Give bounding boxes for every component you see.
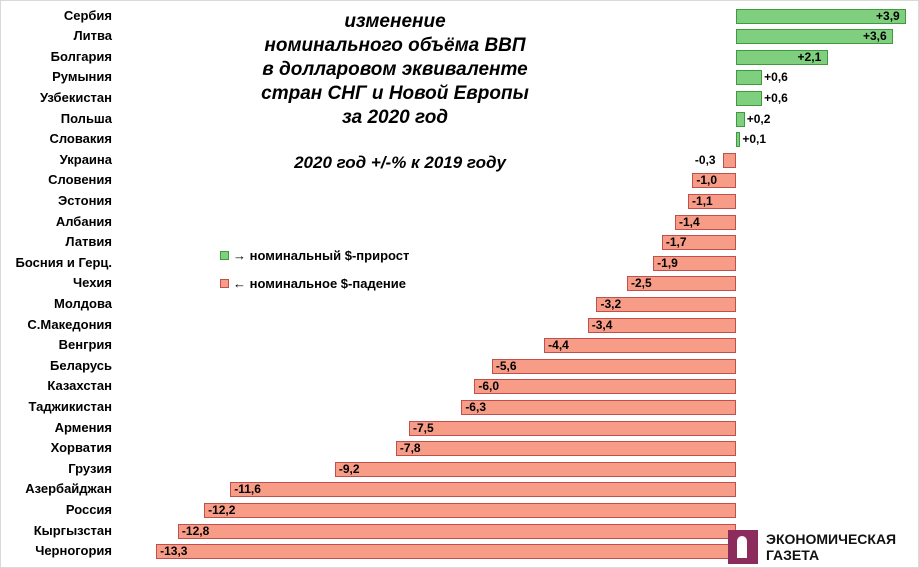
bar	[674, 214, 736, 230]
category-label: Румыния	[52, 69, 112, 85]
value-label: +2,1	[797, 49, 822, 64]
value-label: -1,1	[692, 193, 713, 208]
legend-item-growth: → номинальный $-прирост	[220, 248, 409, 263]
bar	[736, 111, 745, 127]
bar	[736, 49, 828, 65]
bar	[461, 399, 736, 415]
category-label: С.Македония	[27, 316, 112, 332]
bar	[544, 338, 736, 354]
value-label: -5,6	[495, 358, 517, 373]
title-line: в долларовом эквиваленте	[262, 59, 528, 80]
category-label: Хорватия	[50, 440, 112, 456]
bar	[596, 296, 736, 312]
logo-line1: ЭКОНОМИЧЕСКАЯ	[766, 531, 897, 547]
value-label: -11,6	[234, 482, 261, 497]
title-line: номинального объёма ВВП	[264, 35, 526, 56]
legend-item-decline: ← номинальное $-падение	[220, 276, 406, 291]
category-label: Таджикистан	[28, 398, 112, 414]
category-label: Албания	[55, 213, 112, 229]
category-label: Казахстан	[47, 378, 112, 394]
category-label: Сербия	[63, 7, 112, 23]
value-label: -2,5	[631, 276, 652, 291]
logo-mark-icon	[728, 530, 758, 564]
bar	[177, 523, 736, 539]
title-line: стран СНГ и Новой Европы	[261, 83, 529, 104]
category-label: Грузия	[68, 460, 112, 476]
value-label: -1,9	[657, 255, 678, 270]
category-label: Литва	[73, 28, 112, 44]
logo-line2: ГАЗЕТА	[766, 547, 820, 563]
category-label: Венгрия	[58, 337, 112, 353]
chart-title: изменение номинального объёма ВВП в долл…	[235, 10, 555, 130]
value-label: -1,7	[665, 235, 687, 250]
bar	[587, 317, 736, 333]
bar	[653, 255, 736, 271]
chart-subtitle: 2020 год +/-% к 2019 году	[294, 153, 506, 172]
value-label: -1,0	[696, 173, 718, 188]
legend-label: ← номинальное $-падение	[233, 276, 407, 291]
category-label: Кыргызстан	[33, 522, 112, 538]
value-label: -6,0	[478, 379, 500, 394]
category-label: Беларусь	[50, 357, 112, 373]
title-line: изменение	[344, 11, 446, 32]
category-label: Латвия	[65, 234, 112, 250]
bar	[491, 358, 736, 374]
bar	[736, 70, 763, 86]
bar	[409, 420, 736, 436]
category-label: Польша	[60, 110, 112, 126]
bar	[736, 90, 763, 106]
value-label: -4,4	[548, 338, 569, 353]
logo: ЭКОНОМИЧЕСКАЯ ГАЗЕТА	[728, 528, 918, 566]
value-label: +0,1	[742, 132, 767, 147]
bar	[627, 276, 736, 292]
value-label: -6,3	[465, 399, 486, 414]
bar	[692, 173, 736, 189]
legend-label: → номинальный $-прирост	[233, 248, 410, 263]
category-label: Болгария	[50, 48, 112, 64]
category-label: Узбекистан	[39, 89, 112, 105]
value-label: -1,4	[678, 214, 700, 229]
category-label: Чехия	[73, 275, 112, 291]
value-label: -12,8	[181, 523, 210, 538]
category-label: Россия	[65, 501, 112, 517]
title-line: за 2020 год	[341, 107, 449, 128]
category-label: Эстония	[57, 192, 112, 208]
category-label: Азербайджан	[25, 481, 112, 497]
bar	[395, 441, 736, 457]
value-label: -9,2	[338, 461, 360, 476]
category-label: Босния и Герц.	[15, 254, 112, 270]
category-label: Словения	[48, 172, 112, 188]
value-label: -0,3	[694, 152, 716, 167]
value-label: +0,6	[764, 70, 788, 85]
bar	[474, 379, 736, 395]
value-label: +3,9	[876, 8, 900, 23]
bar	[736, 132, 741, 148]
value-label: -13,3	[160, 544, 188, 559]
category-label: Словакия	[49, 131, 112, 147]
legend-swatch-green-icon	[220, 251, 229, 260]
value-label: +0,2	[746, 111, 771, 126]
value-label: -7,5	[413, 420, 434, 435]
bar	[334, 461, 736, 477]
value-label: +0,6	[764, 90, 788, 105]
bar	[722, 152, 736, 168]
category-label: Украина	[59, 151, 112, 167]
bar	[736, 29, 893, 45]
category-label: Армения	[54, 419, 112, 435]
bar	[688, 193, 736, 209]
bar	[156, 544, 736, 560]
value-label: -3,2	[600, 296, 622, 311]
value-label: -3,4	[591, 317, 613, 332]
bar	[661, 235, 736, 251]
legend-swatch-red-icon	[220, 279, 229, 288]
value-label: +3,6	[862, 29, 887, 44]
bar	[736, 8, 907, 24]
bar	[230, 482, 736, 498]
value-label: -12,2	[208, 502, 236, 517]
category-label: Молдова	[54, 295, 112, 311]
category-label: Черногория	[35, 543, 112, 559]
value-label: -7,8	[399, 441, 421, 456]
bar	[204, 502, 736, 518]
